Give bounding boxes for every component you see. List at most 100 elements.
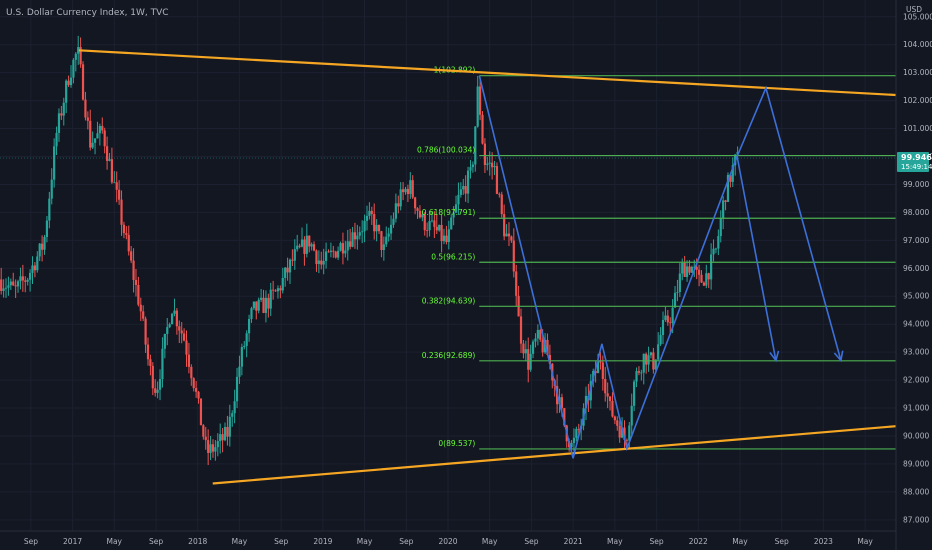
x-tick-label: May <box>607 537 623 546</box>
candle-body <box>127 234 130 252</box>
candle-body <box>690 266 693 273</box>
candle-body <box>293 249 296 261</box>
grid <box>0 0 896 531</box>
candle-body <box>118 189 121 200</box>
candle-body <box>122 224 126 234</box>
candle-body <box>433 220 436 227</box>
candle-body <box>637 371 641 373</box>
y-tick-label: 93.000 <box>903 348 929 357</box>
candle-body <box>0 279 3 291</box>
y-tick-label: 104.000 <box>903 40 932 49</box>
chart-title: U.S. Dollar Currency Index, 1W, TVC <box>6 8 169 18</box>
candle-body <box>233 401 236 414</box>
candle-body <box>577 428 580 430</box>
candle-body <box>65 80 68 103</box>
candle-body <box>315 250 318 264</box>
candle-body <box>430 220 434 222</box>
candle-body <box>688 266 691 273</box>
candle-body <box>411 180 414 198</box>
x-tick-label: Sep <box>399 537 413 546</box>
candle-body <box>89 120 92 148</box>
candle-body <box>72 59 75 78</box>
candle-body <box>498 193 501 195</box>
x-tick-label: May <box>357 537 373 546</box>
candle-body <box>442 235 446 242</box>
x-tick-label: Sep <box>650 537 664 546</box>
current-price-tag: 99.946 15:49:14 <box>897 152 932 173</box>
candle-body <box>635 371 638 382</box>
candle-body <box>493 166 496 168</box>
candle-body <box>221 434 224 441</box>
candle-body <box>647 355 650 365</box>
candle-body <box>414 197 417 209</box>
candle-body <box>158 379 162 390</box>
candle-body <box>712 248 715 255</box>
candle-body <box>507 233 511 237</box>
candle-body <box>503 214 506 237</box>
candle-body <box>596 361 600 374</box>
trendlines[interactable] <box>78 49 897 485</box>
candle-body <box>454 204 458 213</box>
candle-body <box>267 297 270 309</box>
candle-body <box>252 301 255 309</box>
fib-level-label: 0.5(96.215) <box>431 252 475 261</box>
fib-level-label: 0.786(100.034) <box>417 146 475 155</box>
candle-body <box>495 166 499 194</box>
candle-body <box>170 313 174 325</box>
y-tick-label: 87.000 <box>903 515 929 524</box>
candle-body <box>101 126 104 131</box>
candle-body <box>69 77 73 86</box>
candle-body <box>524 349 527 354</box>
candle-body <box>274 290 277 292</box>
candle-body <box>356 235 359 240</box>
projection-path[interactable] <box>478 75 844 459</box>
candle-body <box>151 365 154 389</box>
candle-body <box>247 319 251 334</box>
time-axis[interactable]: Sep 2017 May Sep 2018 May Sep 2019 May Sep 2020 May… <box>24 537 874 546</box>
candle-body <box>640 372 643 374</box>
candle-body <box>661 319 665 336</box>
candle-body <box>291 259 294 261</box>
candle-body <box>344 250 347 254</box>
candle-body <box>491 162 494 168</box>
candle-body <box>286 267 289 273</box>
candle-body <box>317 260 320 264</box>
candle-body <box>207 440 210 453</box>
candle-body <box>105 146 109 161</box>
candle-body <box>197 391 200 399</box>
candle-body <box>240 347 243 367</box>
candle-body <box>202 425 205 437</box>
candle-body <box>303 239 306 254</box>
candle-body <box>695 266 698 270</box>
candle-body <box>539 330 542 340</box>
candle-body <box>182 333 186 341</box>
candle-body <box>154 388 157 393</box>
candle-body <box>279 288 282 291</box>
x-tick-label: Sep <box>274 537 288 546</box>
price-axis[interactable]: 87.000 88.000 89.000 90.000 91.000 92.000 93.0… <box>903 12 932 524</box>
candle-body <box>296 245 299 250</box>
candle-body <box>113 182 116 184</box>
x-tick-label: May <box>482 537 498 546</box>
candle-body <box>399 189 402 207</box>
candle-body <box>380 231 383 251</box>
currency-label: USD <box>906 5 922 14</box>
candle-body <box>397 203 400 207</box>
candle-body <box>228 416 231 437</box>
candles <box>0 35 739 466</box>
candle-body <box>276 288 280 292</box>
candle-body <box>387 233 390 237</box>
candle-body <box>36 256 39 271</box>
candle-body <box>541 339 544 353</box>
candle-body <box>53 146 56 180</box>
candle-body <box>341 243 345 254</box>
candle-body <box>731 165 734 182</box>
candle-body <box>60 113 63 116</box>
candle-body <box>226 427 229 437</box>
candle-body <box>726 174 730 202</box>
candle-body <box>584 395 588 409</box>
candle-body <box>625 439 629 441</box>
candle-body <box>132 260 135 280</box>
